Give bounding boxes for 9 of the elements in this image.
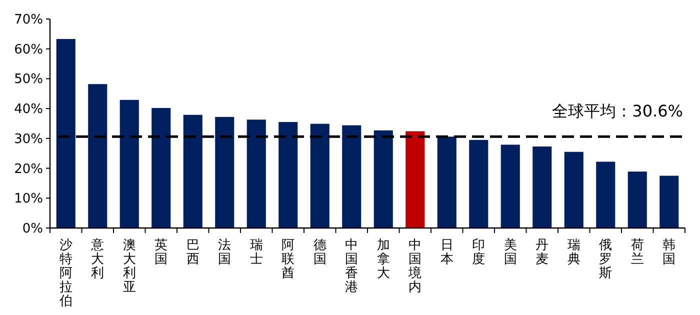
y-tick-label: 10%	[14, 192, 43, 207]
y-tick-label: 50%	[14, 72, 43, 88]
y-tick-label: 0%	[22, 222, 43, 236]
ref-line-label: 全球平均：30.6%	[552, 102, 683, 121]
y-tick-label: 20%	[14, 162, 43, 177]
y-tick-label: 70%	[14, 12, 43, 28]
y-tick-label: 60%	[14, 42, 43, 58]
y-tick-label: 30%	[14, 132, 43, 147]
y-tick-label: 40%	[14, 102, 43, 118]
